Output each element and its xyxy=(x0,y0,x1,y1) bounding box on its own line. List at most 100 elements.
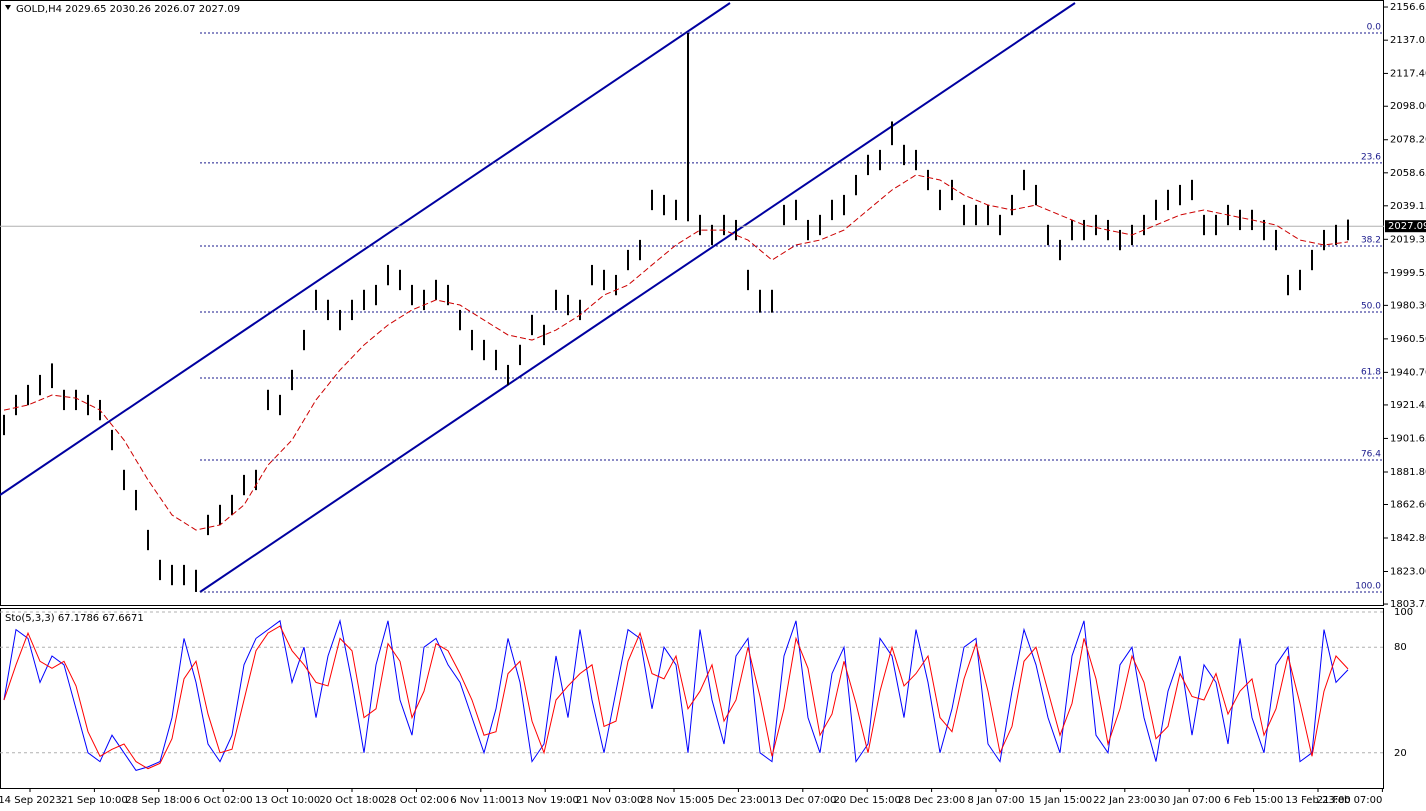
price-bar xyxy=(963,204,965,226)
price-bar xyxy=(1239,209,1241,231)
price-bar xyxy=(219,504,221,526)
fib-label: 50.0 xyxy=(1361,301,1381,311)
x-tick-label: 14 Sep 2023 xyxy=(0,795,62,806)
price-bar xyxy=(951,179,953,201)
price-bar xyxy=(555,289,557,311)
price-bar xyxy=(243,474,245,496)
price-bar xyxy=(1311,249,1313,271)
price-bar xyxy=(735,219,737,241)
price-bar xyxy=(1287,274,1289,296)
price-bar xyxy=(183,564,185,586)
price-bar xyxy=(387,264,389,286)
price-bar xyxy=(15,394,17,416)
x-tick-label: 28 Nov 15:00 xyxy=(640,795,707,806)
price-bar xyxy=(771,289,773,313)
price-bar xyxy=(375,284,377,306)
price-bar xyxy=(351,299,353,321)
y-tick-label: 2039.15 xyxy=(1390,201,1426,212)
price-bar xyxy=(711,224,713,246)
price-bar xyxy=(831,199,833,221)
stochastic-header: Sto(5,3,3) 67.1786 67.6671 xyxy=(5,613,144,624)
price-bar xyxy=(231,494,233,516)
y-tick-label: 1999.55 xyxy=(1390,268,1426,279)
price-bar xyxy=(1167,189,1169,211)
price-bar xyxy=(399,269,401,291)
x-tick-label: 13 Feb 23:00 xyxy=(1285,795,1351,806)
price-bar xyxy=(759,289,761,313)
price-bar xyxy=(567,294,569,316)
x-tick-label: 22 Jan 23:00 xyxy=(1093,795,1156,806)
stochastic-line xyxy=(3,625,1349,770)
y-tick-label: 1823.00 xyxy=(1390,566,1426,577)
fib-label: 61.8 xyxy=(1361,367,1381,377)
price-bar xyxy=(1011,194,1013,216)
price-bar xyxy=(303,329,305,351)
price-bar xyxy=(675,199,677,221)
price-bar xyxy=(87,394,89,416)
stochastic-line xyxy=(3,618,1349,771)
y-tick-label: 1921.45 xyxy=(1390,400,1426,411)
price-bar xyxy=(1191,179,1193,201)
x-tick-label: 8 Jan 07:00 xyxy=(968,795,1025,806)
symbol-menu-arrow[interactable] xyxy=(5,5,11,10)
price-bar xyxy=(867,154,869,176)
y-tick-label: 2019.35 xyxy=(1390,234,1426,245)
price-bar xyxy=(603,269,605,291)
price-bar xyxy=(807,219,809,241)
price-bar xyxy=(915,149,917,171)
y-tick-label: 2058.65 xyxy=(1390,168,1426,179)
price-bar xyxy=(255,469,257,491)
price-bar xyxy=(291,369,293,391)
y-tick-label: 80 xyxy=(1394,642,1407,653)
price-bar xyxy=(651,189,653,211)
x-tick-label: 28 Sep 18:00 xyxy=(125,795,192,806)
price-bar xyxy=(783,204,785,226)
x-tick-label: 13 Oct 10:00 xyxy=(255,795,320,806)
fib-label: 23.6 xyxy=(1361,152,1381,162)
price-bar xyxy=(543,324,545,346)
y-tick-label: 1862.60 xyxy=(1390,499,1426,510)
price-bar xyxy=(447,284,449,306)
x-tick-label: 21 Feb 07:00 xyxy=(1317,795,1383,806)
price-bar xyxy=(435,279,437,301)
x-tick-label: 21 Sep 10:00 xyxy=(61,795,128,806)
price-bar xyxy=(135,489,137,511)
price-bar xyxy=(1095,214,1097,236)
y-tick-label: 1980.30 xyxy=(1390,300,1426,311)
price-bar xyxy=(327,299,329,321)
y-tick-label: 1881.80 xyxy=(1390,467,1426,478)
price-bar xyxy=(1143,214,1145,236)
fib-label: 38.2 xyxy=(1361,235,1381,245)
price-bar xyxy=(1023,169,1025,191)
price-bar xyxy=(1071,219,1073,241)
price-bar xyxy=(483,339,485,361)
y-tick-label: 1901.65 xyxy=(1390,433,1426,444)
price-bar xyxy=(927,169,929,191)
price-bar xyxy=(1083,219,1085,241)
price-bar xyxy=(1035,184,1037,206)
y-tick-label: 1803.75 xyxy=(1390,599,1426,610)
x-tick-label: 28 Dec 23:00 xyxy=(898,795,965,806)
price-bar xyxy=(699,214,701,236)
y-tick-label: 1960.50 xyxy=(1390,334,1426,345)
price-bar xyxy=(795,199,797,221)
price-bar xyxy=(195,569,197,592)
x-tick-label: 13 Nov 19:00 xyxy=(511,795,578,806)
price-bar xyxy=(207,514,209,536)
last-price-label: 2027.09 xyxy=(1388,221,1426,232)
price-bar xyxy=(1299,269,1301,291)
price-bar xyxy=(891,121,893,146)
x-tick-label: 28 Oct 02:00 xyxy=(384,795,449,806)
price-bar xyxy=(279,394,281,416)
price-bar xyxy=(1047,224,1049,246)
price-bar xyxy=(111,429,113,451)
price-bar xyxy=(51,363,53,389)
price-bar xyxy=(63,389,65,411)
price-bar xyxy=(1335,224,1337,246)
channel-upper xyxy=(0,2,731,496)
y-tick-label: 20 xyxy=(1394,748,1407,759)
y-tick-label: 2117.40 xyxy=(1390,68,1426,79)
price-bar xyxy=(423,289,425,311)
